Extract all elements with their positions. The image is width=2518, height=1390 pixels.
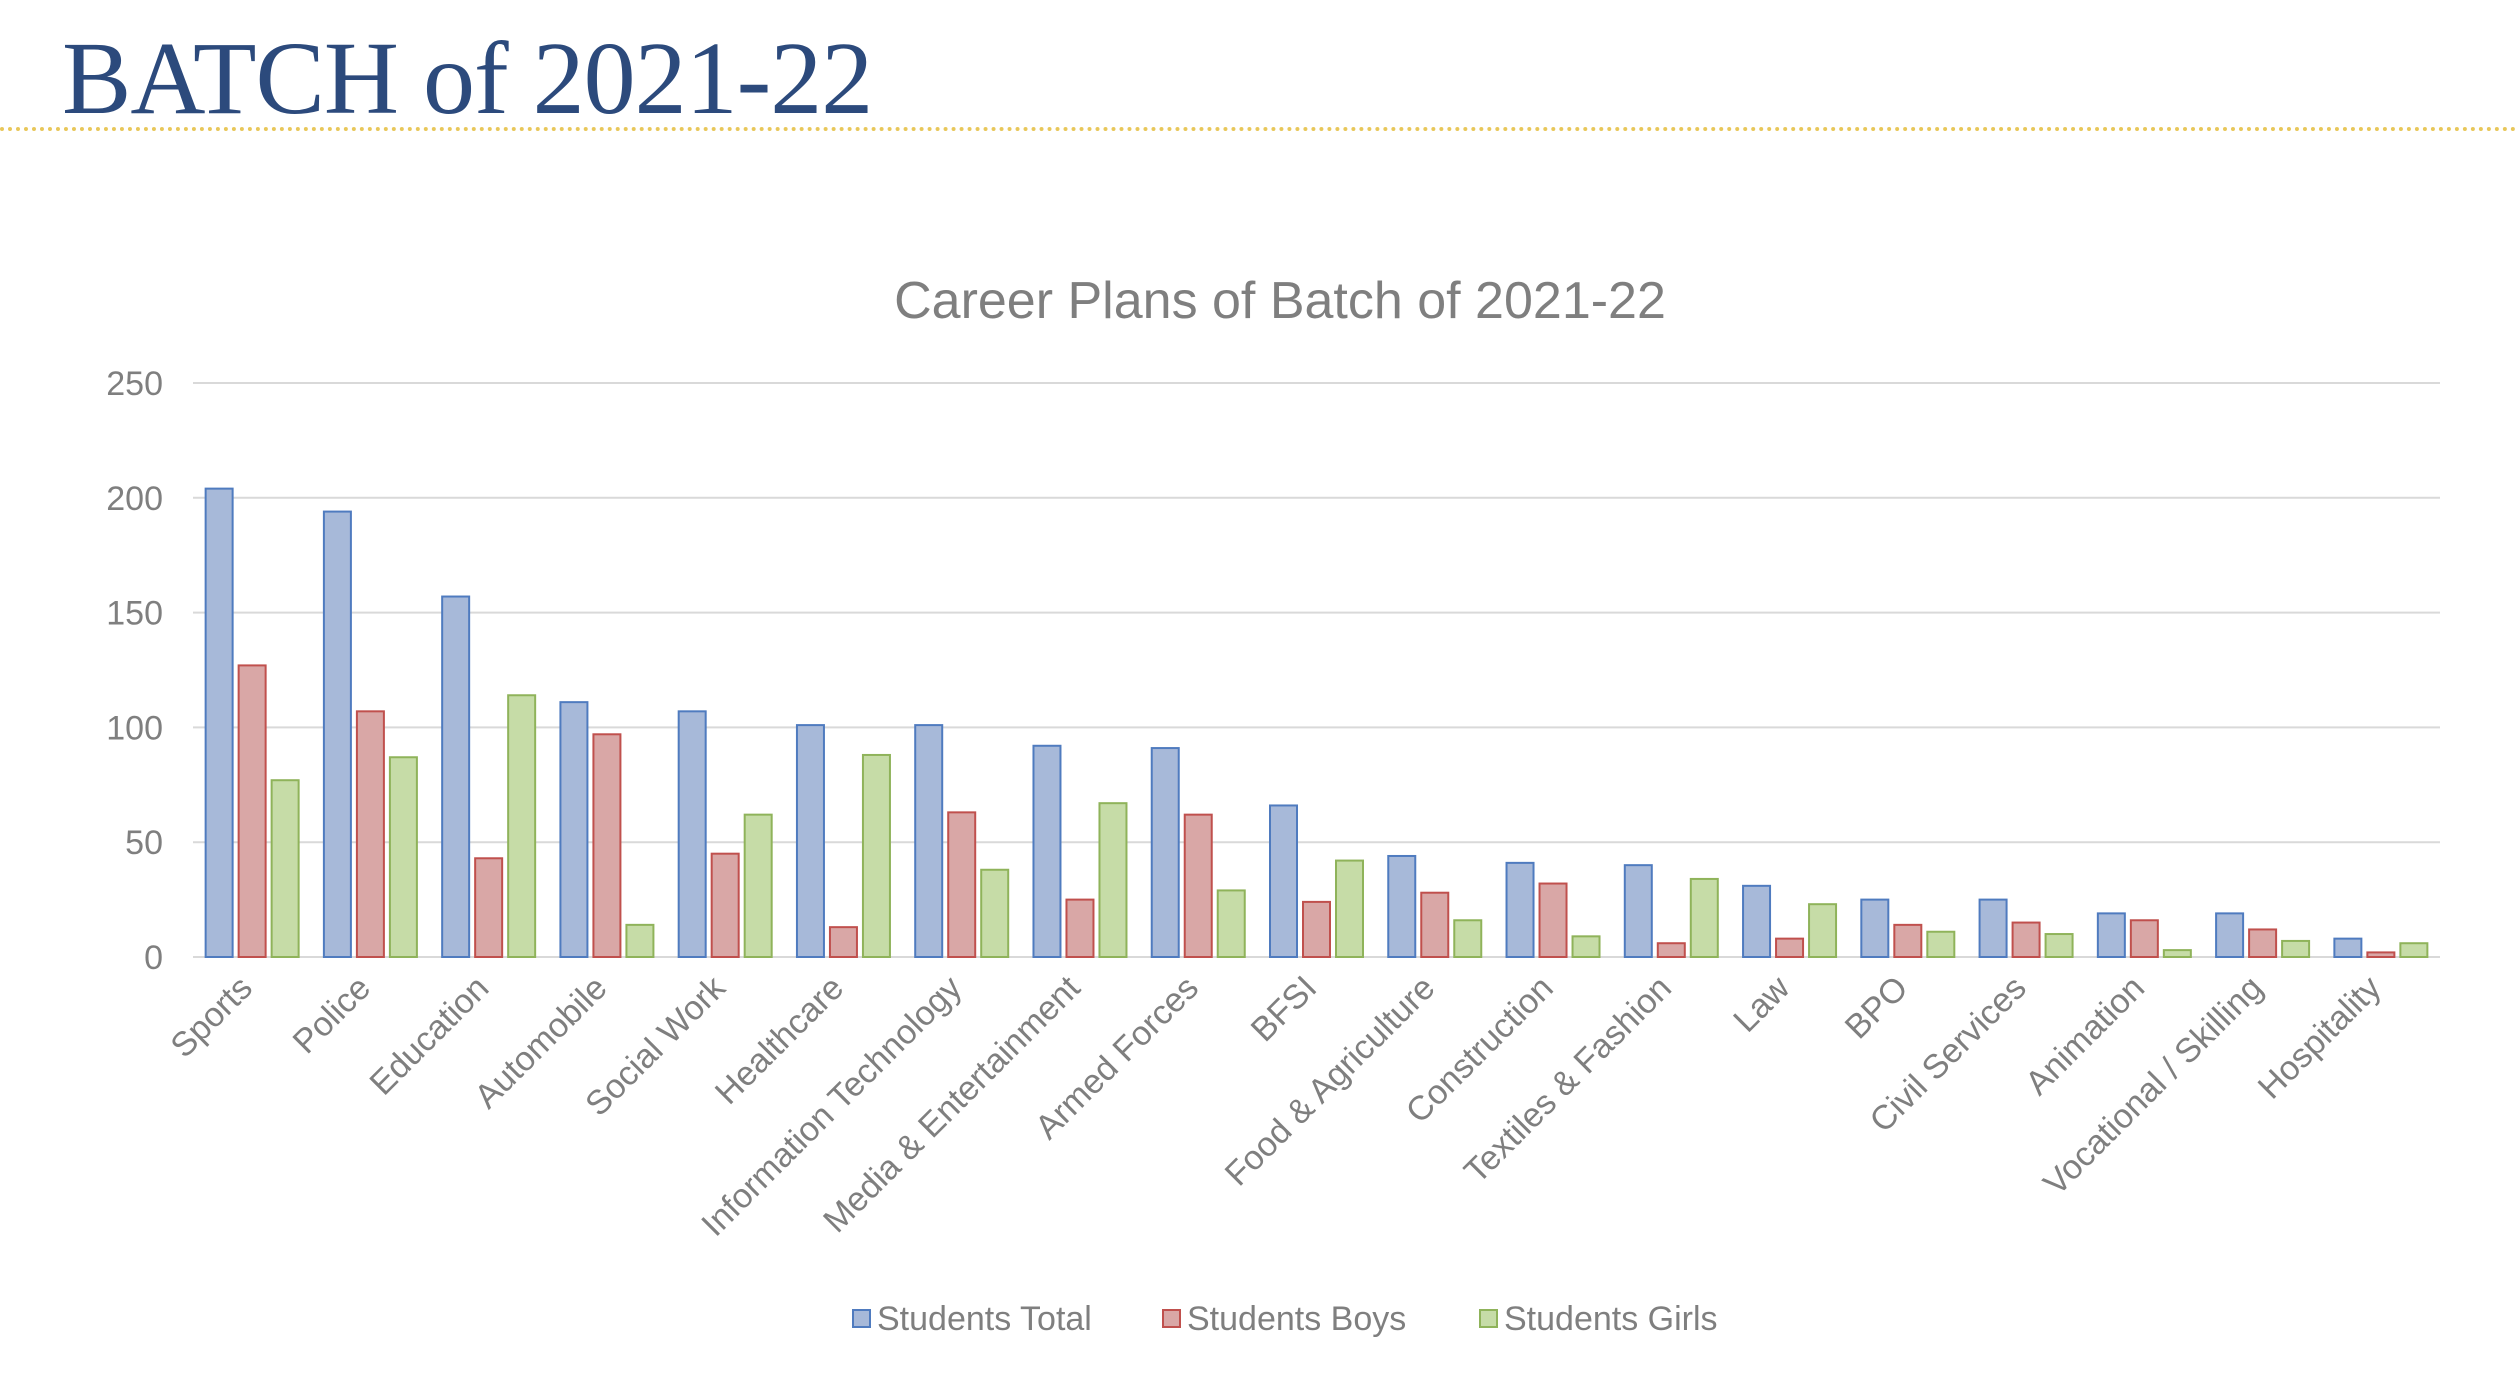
bar-law-students-total — [1742, 884, 1772, 958]
bar-bpo-students-total — [1860, 898, 1890, 958]
bar-sports-students-boys — [237, 664, 267, 959]
bar-hospitality-students-boys — [2366, 951, 2396, 959]
bar-law-students-boys — [1775, 937, 1805, 959]
bar-civil-services-students-girls — [2044, 933, 2074, 958]
bar-vocational-skilling-students-total — [2215, 912, 2245, 958]
x-tick-label-hospitality: Hospitality — [2251, 969, 2389, 1107]
bar-automobile-students-girls — [625, 923, 655, 959]
y-tick-label: 250 — [106, 365, 163, 403]
bar-police-students-girls — [388, 756, 418, 958]
bar-information-technology-students-girls — [980, 868, 1010, 959]
legend-label-students-girls: Students Girls — [1504, 1300, 1718, 1338]
bar-bpo-students-girls — [1926, 930, 1956, 959]
bar-police-students-total — [322, 510, 352, 958]
y-axis-ticks: 0 50 100 150 200 250 — [106, 365, 163, 977]
title-divider — [0, 127, 2518, 131]
y-tick-label: 100 — [106, 709, 163, 747]
bar-vocational-skilling-students-girls — [2281, 939, 2311, 958]
bar-hospitality-students-total — [2333, 937, 2363, 959]
bar-social-work-students-girls — [743, 813, 773, 959]
legend-swatch-students-girls — [1479, 1309, 1498, 1328]
bar-textiles-fashion-students-boys — [1656, 942, 1686, 958]
x-tick-label-bfsi: BFSI — [1244, 969, 1324, 1049]
bar-media-entertainment-students-girls — [1098, 802, 1128, 959]
bar-armed-forces-students-boys — [1183, 813, 1213, 959]
bar-food-agriculture-students-total — [1387, 854, 1417, 959]
x-tick-label-law: Law — [1726, 968, 1797, 1039]
y-tick-label: 50 — [125, 824, 163, 862]
page-title: BATCH of 2021-22 — [62, 21, 873, 136]
bar-construction-students-total — [1505, 861, 1535, 959]
bar-media-entertainment-students-boys — [1065, 898, 1095, 958]
bar-bfsi-students-boys — [1302, 900, 1331, 958]
bar-social-work-students-total — [677, 710, 707, 958]
y-tick-label: 200 — [106, 480, 163, 518]
bar-construction-students-girls — [1571, 935, 1601, 958]
bar-automobile-students-total — [559, 701, 589, 958]
bar-police-students-boys — [355, 710, 385, 958]
bar-civil-services-students-boys — [2011, 921, 2041, 958]
bar-armed-forces-students-total — [1150, 747, 1180, 959]
bar-law-students-girls — [1808, 903, 1838, 959]
bar-animation-students-girls — [2162, 949, 2192, 958]
bar-bfsi-students-girls — [1335, 859, 1364, 958]
bar-social-work-students-boys — [710, 852, 740, 958]
legend: Students Total Students Boys Students Girl… — [852, 1300, 1718, 1338]
bar-sports-students-girls — [270, 779, 300, 959]
legend-label-students-boys: Students Boys — [1187, 1300, 1406, 1338]
x-tick-label-vocational-skilling: Vocational / Skilling — [2036, 969, 2270, 1203]
bar-healthcare-students-girls — [861, 753, 891, 959]
bars — [204, 487, 2429, 959]
bar-media-entertainment-students-total — [1032, 744, 1062, 958]
x-tick-label-food-agriculture: Food & Agriculture — [1218, 969, 1443, 1194]
bar-food-agriculture-students-boys — [1420, 891, 1450, 958]
bar-textiles-fashion-students-girls — [1689, 877, 1719, 958]
bar-education-students-boys — [474, 857, 504, 958]
bar-education-students-girls — [507, 694, 537, 958]
legend-swatch-students-total — [852, 1309, 871, 1328]
bar-armed-forces-students-girls — [1216, 889, 1246, 959]
bar-sports-students-total — [204, 487, 234, 958]
chart-title: Career Plans of Batch of 2021-22 — [894, 272, 1666, 330]
bar-hospitality-students-girls — [2399, 942, 2429, 958]
bar-healthcare-students-boys — [828, 926, 858, 958]
bar-animation-students-boys — [2129, 919, 2159, 958]
y-tick-label: 0 — [144, 939, 163, 977]
x-tick-label-textiles-fashion: Textiles & Fashion — [1457, 969, 1679, 1191]
bar-vocational-skilling-students-boys — [2248, 928, 2278, 958]
y-tick-label: 150 — [106, 595, 163, 633]
bar-construction-students-boys — [1538, 882, 1568, 959]
bar-food-agriculture-students-girls — [1453, 919, 1483, 958]
legend-swatch-students-boys — [1162, 1309, 1181, 1328]
bar-automobile-students-boys — [592, 733, 622, 959]
x-tick-label-bpo: BPO — [1838, 969, 1916, 1047]
bar-healthcare-students-total — [795, 724, 825, 958]
bar-animation-students-total — [2096, 912, 2126, 958]
bar-information-technology-students-total — [914, 724, 944, 958]
x-tick-label-police: Police — [286, 969, 378, 1061]
bar-textiles-fashion-students-total — [1623, 864, 1653, 958]
bar-education-students-total — [441, 595, 471, 958]
bar-civil-services-students-total — [1978, 898, 2008, 958]
bar-information-technology-students-boys — [947, 811, 977, 958]
bar-bpo-students-boys — [1893, 923, 1923, 959]
legend-label-students-total: Students Total — [877, 1300, 1092, 1338]
x-tick-label-sports: Sports — [163, 969, 259, 1065]
bar-bfsi-students-total — [1269, 804, 1298, 958]
